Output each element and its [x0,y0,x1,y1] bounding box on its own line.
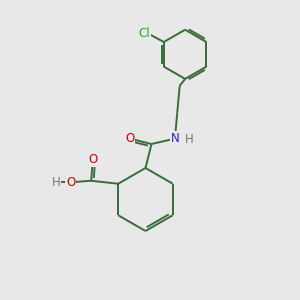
Text: N: N [170,132,179,145]
Text: O: O [88,153,97,166]
Text: H: H [184,133,194,146]
Text: O: O [125,132,134,145]
Text: Cl: Cl [138,27,150,40]
Text: O: O [66,176,75,189]
Text: H: H [51,176,60,189]
